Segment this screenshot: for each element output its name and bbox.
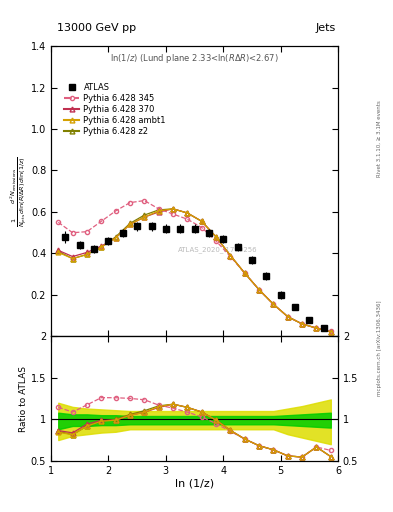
- Y-axis label: $\frac{1}{N_\mathrm{jets}}\frac{d^2 N_\mathrm{emissions}}{d\ln(R/\Delta R)\,d\ln: $\frac{1}{N_\mathrm{jets}}\frac{d^2 N_\m…: [9, 156, 29, 227]
- Y-axis label: Ratio to ATLAS: Ratio to ATLAS: [19, 366, 28, 432]
- Text: $\ln(1/z)$ (Lund plane 2.33<$\ln(R\Delta R)$<2.67): $\ln(1/z)$ (Lund plane 2.33<$\ln(R\Delta…: [110, 52, 279, 65]
- X-axis label: ln (1/z): ln (1/z): [175, 478, 214, 488]
- Text: ATLAS_2020_I1790256: ATLAS_2020_I1790256: [178, 246, 257, 252]
- Text: 13000 GeV pp: 13000 GeV pp: [57, 23, 136, 33]
- Legend: ATLAS, Pythia 6.428 345, Pythia 6.428 370, Pythia 6.428 ambt1, Pythia 6.428 z2: ATLAS, Pythia 6.428 345, Pythia 6.428 37…: [61, 79, 169, 139]
- Text: Rivet 3.1.10, ≥ 3.1M events: Rivet 3.1.10, ≥ 3.1M events: [377, 100, 382, 177]
- Text: Jets: Jets: [316, 23, 336, 33]
- Text: mcplots.cern.ch [arXiv:1306.3436]: mcplots.cern.ch [arXiv:1306.3436]: [377, 301, 382, 396]
